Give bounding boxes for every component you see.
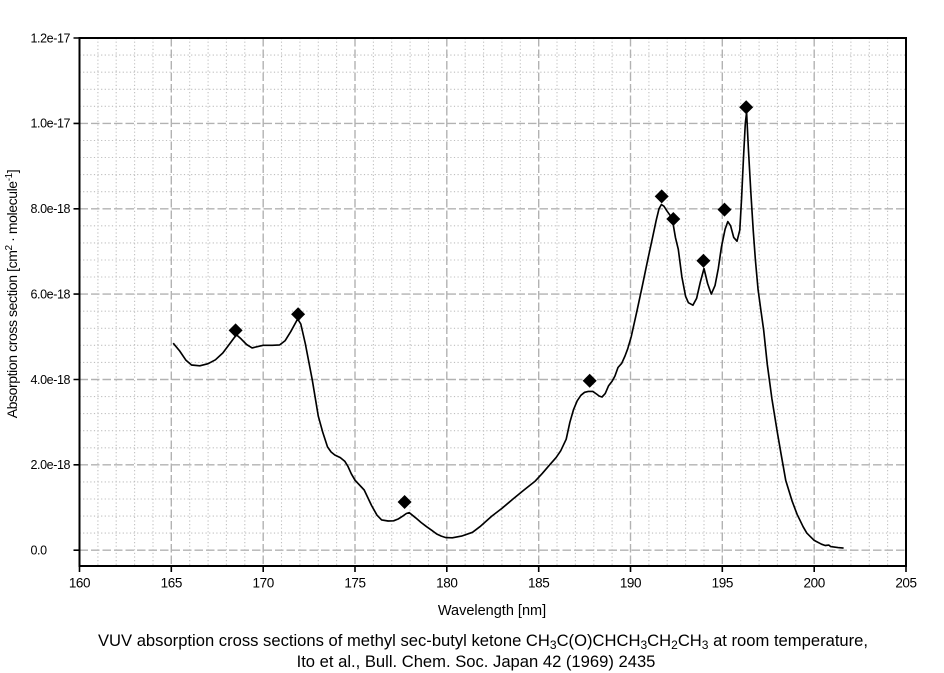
svg-text:1.2e-17: 1.2e-17: [31, 31, 71, 45]
svg-text:1.0e-17: 1.0e-17: [31, 117, 71, 131]
svg-text:195: 195: [712, 576, 733, 591]
svg-text:Wavelength [nm]: Wavelength [nm]: [438, 603, 546, 619]
svg-text:0.0: 0.0: [31, 544, 48, 558]
svg-text:190: 190: [620, 576, 641, 591]
svg-text:Absorption cross section [cm2: Absorption cross section [cm2 · molecule…: [4, 170, 20, 419]
svg-text:205: 205: [895, 576, 916, 591]
svg-text:6.0e-18: 6.0e-18: [31, 287, 71, 301]
svg-text:165: 165: [161, 576, 182, 591]
svg-text:8.0e-18: 8.0e-18: [31, 202, 71, 216]
svg-text:170: 170: [253, 576, 274, 591]
svg-text:4.0e-18: 4.0e-18: [31, 373, 71, 387]
svg-text:160: 160: [69, 576, 90, 591]
svg-text:200: 200: [804, 576, 825, 591]
svg-text:175: 175: [344, 576, 365, 591]
svg-text:VUV absorption cross sections: VUV absorption cross sections of methyl …: [98, 631, 868, 652]
svg-text:Ito et al., Bull. Chem. Soc. J: Ito et al., Bull. Chem. Soc. Japan 42 (1…: [297, 652, 656, 671]
svg-text:180: 180: [436, 576, 457, 591]
svg-text:2.0e-18: 2.0e-18: [31, 458, 71, 472]
svg-text:185: 185: [528, 576, 549, 591]
